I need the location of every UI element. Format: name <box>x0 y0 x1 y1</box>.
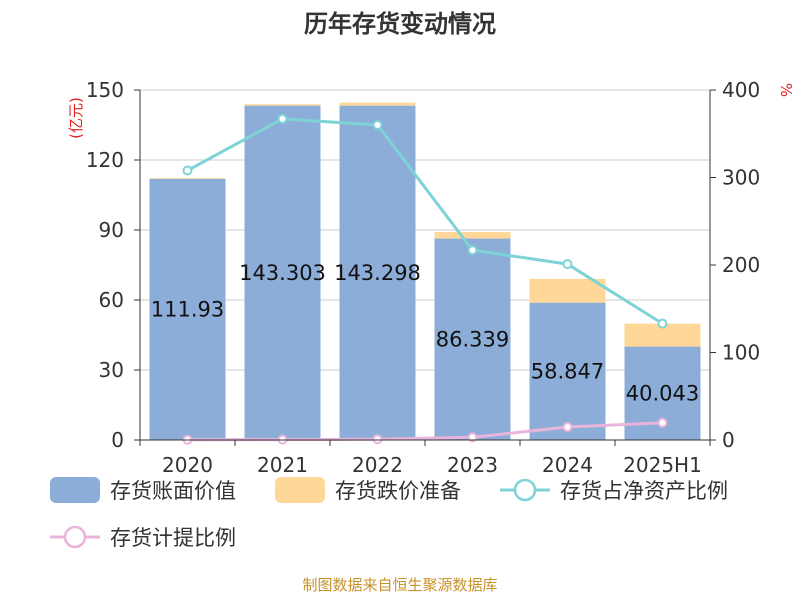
x-tick-label: 2020 <box>162 453 213 477</box>
right-tick-label: 100 <box>722 341 760 365</box>
right-tick-label: 200 <box>722 253 760 277</box>
line-point <box>657 417 668 428</box>
x-tick-label: 2022 <box>352 453 403 477</box>
line-point <box>372 434 383 445</box>
left-tick-label: 30 <box>99 358 124 382</box>
legend-label: 存货占净资产比例 <box>560 479 728 503</box>
legend-swatch <box>50 477 100 503</box>
legend-marker <box>513 478 537 502</box>
x-tick-label: 2024 <box>542 453 593 477</box>
line-point <box>182 165 193 176</box>
line-point <box>562 422 573 433</box>
left-tick-label: 0 <box>111 428 124 452</box>
chart-title: 历年存货变动情况 <box>304 10 496 38</box>
right-tick-label: 300 <box>722 166 760 190</box>
bar-book-value <box>434 238 511 440</box>
bar-book-value <box>149 178 226 440</box>
right-axis-unit: % <box>777 83 795 97</box>
line-point <box>657 318 668 329</box>
data-label: 40.043 <box>626 381 699 405</box>
x-tick-label: 2023 <box>447 453 498 477</box>
data-label: 58.847 <box>531 359 604 383</box>
x-tick-label: 2021 <box>257 453 308 477</box>
left-tick-label: 60 <box>99 288 124 312</box>
x-tick-label: 2025H1 <box>623 453 702 477</box>
bar-book-value <box>339 105 416 440</box>
left-axis-unit: (亿元) <box>67 97 85 139</box>
bar-impairment-reserve <box>149 178 226 179</box>
data-label: 86.339 <box>436 327 509 351</box>
bar-impairment-reserve <box>529 278 606 303</box>
line-point <box>562 259 573 270</box>
line-point <box>277 113 288 124</box>
right-tick-label: 400 <box>722 78 760 102</box>
left-tick-label: 120 <box>86 148 124 172</box>
source-note: 制图数据来自恒生聚源数据库 <box>302 576 497 594</box>
bar-impairment-reserve <box>434 232 511 239</box>
data-label: 143.298 <box>334 261 421 285</box>
line-point <box>467 245 478 256</box>
bar-impairment-reserve <box>624 323 701 347</box>
legend-label: 存货账面价值 <box>110 479 236 503</box>
legend-marker <box>63 525 87 549</box>
line-point <box>467 432 478 443</box>
bar-book-value <box>529 302 606 440</box>
bar-book-value <box>244 105 321 440</box>
legend-label: 存货跌价准备 <box>335 479 461 503</box>
left-tick-label: 150 <box>86 78 124 102</box>
line-point <box>372 120 383 130</box>
legend-swatch <box>275 477 325 503</box>
data-label: 111.93 <box>151 297 224 321</box>
line-net-asset-ratio <box>186 117 664 325</box>
data-label: 143.303 <box>239 261 326 285</box>
bar-impairment-reserve <box>244 104 321 106</box>
legend-label: 存货计提比例 <box>110 526 236 550</box>
left-tick-label: 90 <box>99 218 124 242</box>
bar-impairment-reserve <box>339 102 416 106</box>
right-tick-label: 0 <box>722 428 735 452</box>
